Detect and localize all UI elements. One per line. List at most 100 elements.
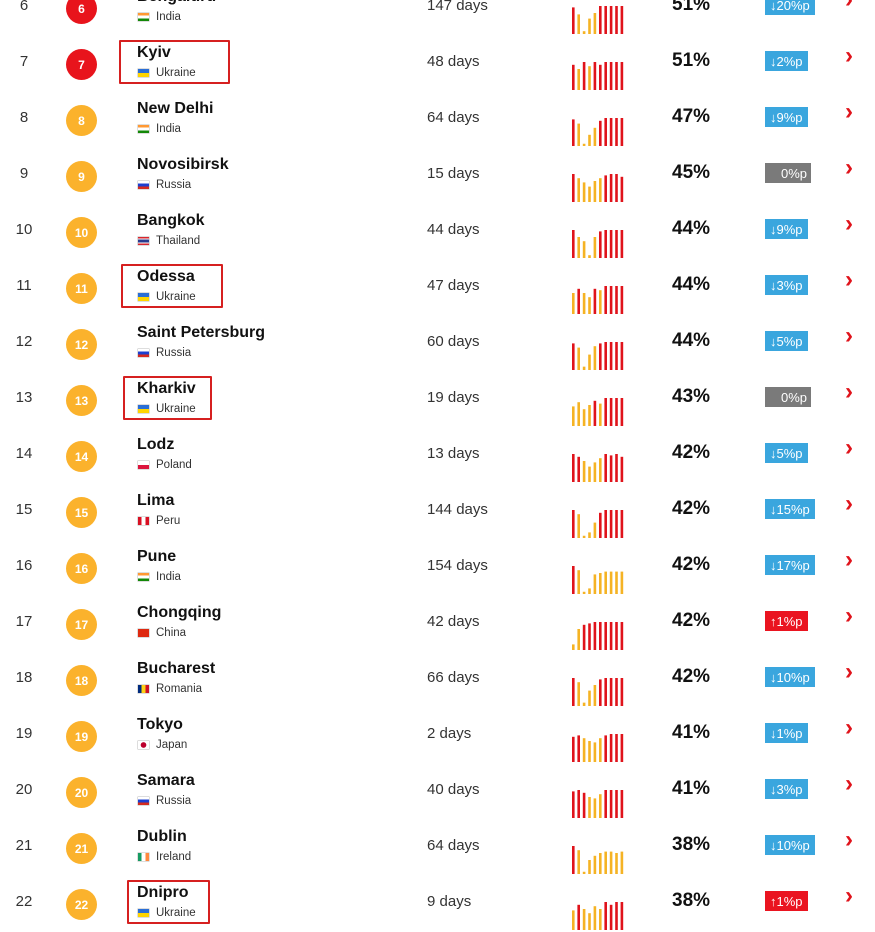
flag-icon	[138, 741, 149, 749]
rank-number: 14	[15, 445, 33, 462]
city-name[interactable]: Odessa	[137, 268, 195, 285]
country-name: China	[156, 627, 187, 639]
sparkline-bar	[577, 735, 580, 762]
chevron-right-icon[interactable]: ›	[845, 826, 853, 853]
table-row[interactable]: 20 20 Samara Russia 40 days 41% ↓3%p ›	[0, 764, 875, 820]
sparkline-bar	[582, 293, 586, 314]
city-name[interactable]: Novosibirsk	[137, 156, 229, 173]
chevron-right-icon[interactable]: ›	[845, 602, 853, 629]
chevron-right-icon[interactable]: ›	[845, 42, 853, 69]
table-row[interactable]: 8 8 New Delhi India 64 days 47% ↓9%p ›	[0, 92, 875, 148]
rank-number: 16	[15, 557, 33, 574]
table-row[interactable]: 17 17 Chongqing China 42 days 42% ↑1%p ›	[0, 596, 875, 652]
sparkline-bar	[582, 241, 586, 258]
trend-sparkline	[572, 678, 624, 706]
city-name[interactable]: Kharkiv	[137, 380, 196, 397]
rank-number: 20	[15, 781, 33, 798]
sparkline-bar	[593, 346, 597, 370]
table-row[interactable]: 13 13 Kharkiv Ukraine 19 days 43% 0%p ›	[0, 372, 875, 428]
change-badge: ↓10%p	[765, 835, 815, 855]
sparkline-bar	[582, 909, 586, 930]
sparkline-bar	[609, 622, 613, 650]
city-name[interactable]: Samara	[137, 772, 195, 789]
chevron-right-icon[interactable]: ›	[845, 714, 853, 741]
city-name[interactable]: Dublin	[137, 828, 187, 845]
city-name[interactable]: Lima	[137, 492, 175, 509]
trend-sparkline	[572, 622, 624, 650]
city-name[interactable]: Kyiv	[137, 44, 171, 61]
change-badge: 0%p	[765, 163, 811, 183]
country-label: Poland	[138, 459, 192, 471]
chevron-right-icon[interactable]: ›	[845, 546, 853, 573]
city-name[interactable]: Bengaluru	[137, 0, 216, 6]
city-name[interactable]: Chongqing	[137, 604, 222, 621]
sparkline-bar	[604, 6, 607, 34]
days-count: 19 days	[427, 389, 480, 406]
sparkline-bar	[593, 288, 597, 314]
table-row[interactable]: 11 11 Odessa Ukraine 47 days 44% ↓3%p ›	[0, 260, 875, 316]
chevron-right-icon[interactable]: ›	[845, 322, 853, 349]
city-name[interactable]: New Delhi	[137, 100, 214, 117]
chevron-right-icon[interactable]: ›	[845, 210, 853, 237]
chevron-right-icon[interactable]: ›	[845, 490, 853, 517]
sparkline-bar	[620, 734, 624, 762]
table-row[interactable]: 12 12 Saint Petersburg Russia 60 days 44% ↓5%p…	[0, 316, 875, 372]
chevron-right-icon[interactable]: ›	[845, 266, 853, 293]
chevron-right-icon[interactable]: ›	[845, 658, 853, 685]
sparkline-bar	[615, 510, 618, 538]
sparkline-bar	[582, 738, 586, 762]
table-row[interactable]: 19 19 Tokyo Japan 2 days 41% ↓1%p ›	[0, 708, 875, 764]
country-name: Thailand	[156, 235, 201, 247]
chevron-right-icon[interactable]: ›	[845, 98, 853, 125]
flag-icon	[138, 237, 149, 245]
sparkline-bar	[577, 629, 580, 650]
city-name[interactable]: Saint Petersburg	[137, 324, 266, 341]
change-badge: ↓10%p	[765, 667, 815, 687]
chevron-right-icon[interactable]: ›	[845, 0, 853, 12]
table-row[interactable]: 22 22 Dnipro Ukraine 9 days 38% ↑1%p ›	[0, 876, 875, 932]
sparkline-bar	[615, 790, 618, 818]
chevron-right-icon[interactable]: ›	[845, 434, 853, 461]
city-name[interactable]: Bangkok	[137, 212, 205, 229]
sparkline-bar	[599, 738, 602, 762]
country-label: India	[138, 123, 181, 135]
sparkline-bar	[582, 535, 586, 538]
sparkline-bar	[577, 14, 580, 34]
sparkline-bar	[572, 846, 575, 874]
country-name: Poland	[156, 459, 192, 471]
rank-badge: 20	[66, 777, 97, 808]
flag-icon	[138, 349, 149, 357]
chevron-right-icon[interactable]: ›	[845, 154, 853, 181]
table-row[interactable]: 10 10 Bangkok Thailand 44 days 44% ↓9%p ›	[0, 204, 875, 260]
rank-number: 18	[15, 669, 33, 686]
city-name[interactable]: Bucharest	[137, 660, 216, 677]
city-name[interactable]: Tokyo	[137, 716, 183, 733]
rank-badge: 7	[66, 49, 97, 80]
table-row[interactable]: 21 21 Dublin Ireland 64 days 38% ↓10%p ›	[0, 820, 875, 876]
trend-sparkline	[572, 6, 624, 34]
table-row[interactable]: 18 18 Bucharest Romania 66 days 42% ↓10%p ›	[0, 652, 875, 708]
sparkline-bar	[599, 120, 602, 146]
congestion-percent: 42%	[672, 610, 711, 631]
sparkline-bar	[599, 6, 602, 34]
city-name[interactable]: Lodz	[137, 436, 175, 453]
table-row[interactable]: 14 14 Lodz Poland 13 days 42% ↓5%p ›	[0, 428, 875, 484]
change-badge: ↓5%p	[765, 443, 808, 463]
city-name[interactable]: Pune	[137, 548, 177, 565]
sparkline-bar	[609, 851, 613, 874]
table-row[interactable]: 9 9 Novosibirsk Russia 15 days 45% 0%p ›	[0, 148, 875, 204]
sparkline-bar	[620, 902, 624, 930]
table-row[interactable]: 16 16 Pune India 154 days 42% ↓17%p ›	[0, 540, 875, 596]
table-row[interactable]: 6 6 Bengaluru India 147 days 51% ↓20%p ›	[0, 0, 875, 36]
sparkline-bar	[609, 286, 613, 314]
city-name[interactable]: Dnipro	[137, 884, 189, 901]
table-row[interactable]: 15 15 Lima Peru 144 days 42% ↓15%p ›	[0, 484, 875, 540]
sparkline-bar	[620, 62, 624, 90]
table-row[interactable]: 7 7 Kyiv Ukraine 48 days 51% ↓2%p ›	[0, 36, 875, 92]
chevron-right-icon[interactable]: ›	[845, 770, 853, 797]
chevron-right-icon[interactable]: ›	[845, 378, 853, 405]
sparkline-bar	[572, 293, 575, 314]
sparkline-bar	[599, 622, 602, 650]
chevron-right-icon[interactable]: ›	[845, 882, 853, 909]
sparkline-bar	[599, 403, 602, 426]
